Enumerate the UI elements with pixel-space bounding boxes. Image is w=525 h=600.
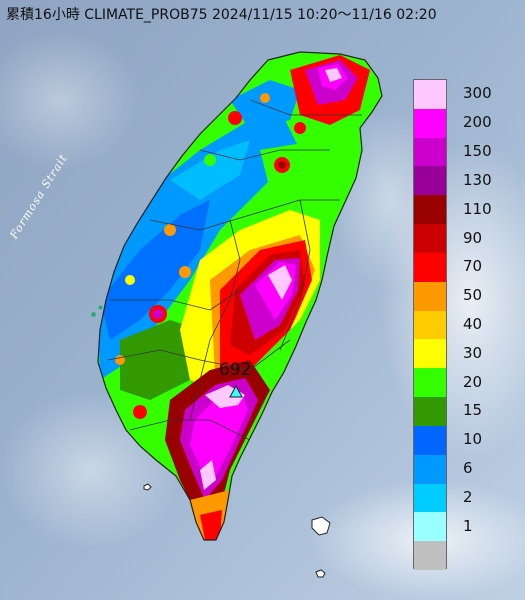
legend-swatch xyxy=(414,368,446,398)
legend-label: 20 xyxy=(463,372,483,391)
legend-label: 150 xyxy=(463,142,492,161)
legend-label: 200 xyxy=(463,113,492,132)
legend-swatch xyxy=(414,137,446,167)
legend-label: 110 xyxy=(463,199,492,218)
green-island xyxy=(311,516,331,536)
legend-label: 90 xyxy=(463,228,483,247)
legend-label: 10 xyxy=(463,430,483,449)
color-legend xyxy=(413,79,447,571)
penghu-islets xyxy=(91,305,103,317)
legend-swatch xyxy=(414,512,446,542)
peak-value-label: 692 xyxy=(219,360,252,380)
legend-swatch xyxy=(414,195,446,225)
peak-marker-icon xyxy=(229,384,243,398)
legend-swatch xyxy=(414,281,446,312)
legend-swatch xyxy=(414,166,446,196)
legend-swatch xyxy=(414,339,446,369)
legend-label: 300 xyxy=(463,84,492,103)
legend-label: 2 xyxy=(463,487,473,506)
legend-label: 1 xyxy=(463,516,473,535)
legend-swatch xyxy=(414,454,446,485)
legend-label: 30 xyxy=(463,343,483,362)
legend-swatch xyxy=(414,252,446,283)
map-title: 累積16小時 CLIMATE_PROB75 2024/11/15 10:20～1… xyxy=(6,7,437,23)
legend-label: 6 xyxy=(463,459,473,478)
legend-swatch xyxy=(414,425,446,456)
orchid-island xyxy=(315,569,326,578)
legend-label: 40 xyxy=(463,315,483,333)
legend-label: 15 xyxy=(463,401,483,420)
legend-swatch xyxy=(414,310,446,340)
legend-label: 130 xyxy=(463,170,492,189)
liuqiu-island xyxy=(143,483,152,491)
legend-swatch xyxy=(414,397,446,427)
legend-label: 50 xyxy=(463,286,483,305)
legend-swatch xyxy=(414,483,446,513)
cloud-texture xyxy=(0,30,140,170)
legend-swatch xyxy=(414,80,446,110)
legend-swatch xyxy=(414,108,446,139)
legend-swatch xyxy=(414,224,446,254)
taiwan-coastline xyxy=(97,51,383,541)
legend-swatch xyxy=(414,541,446,571)
legend-label: 70 xyxy=(463,257,483,276)
